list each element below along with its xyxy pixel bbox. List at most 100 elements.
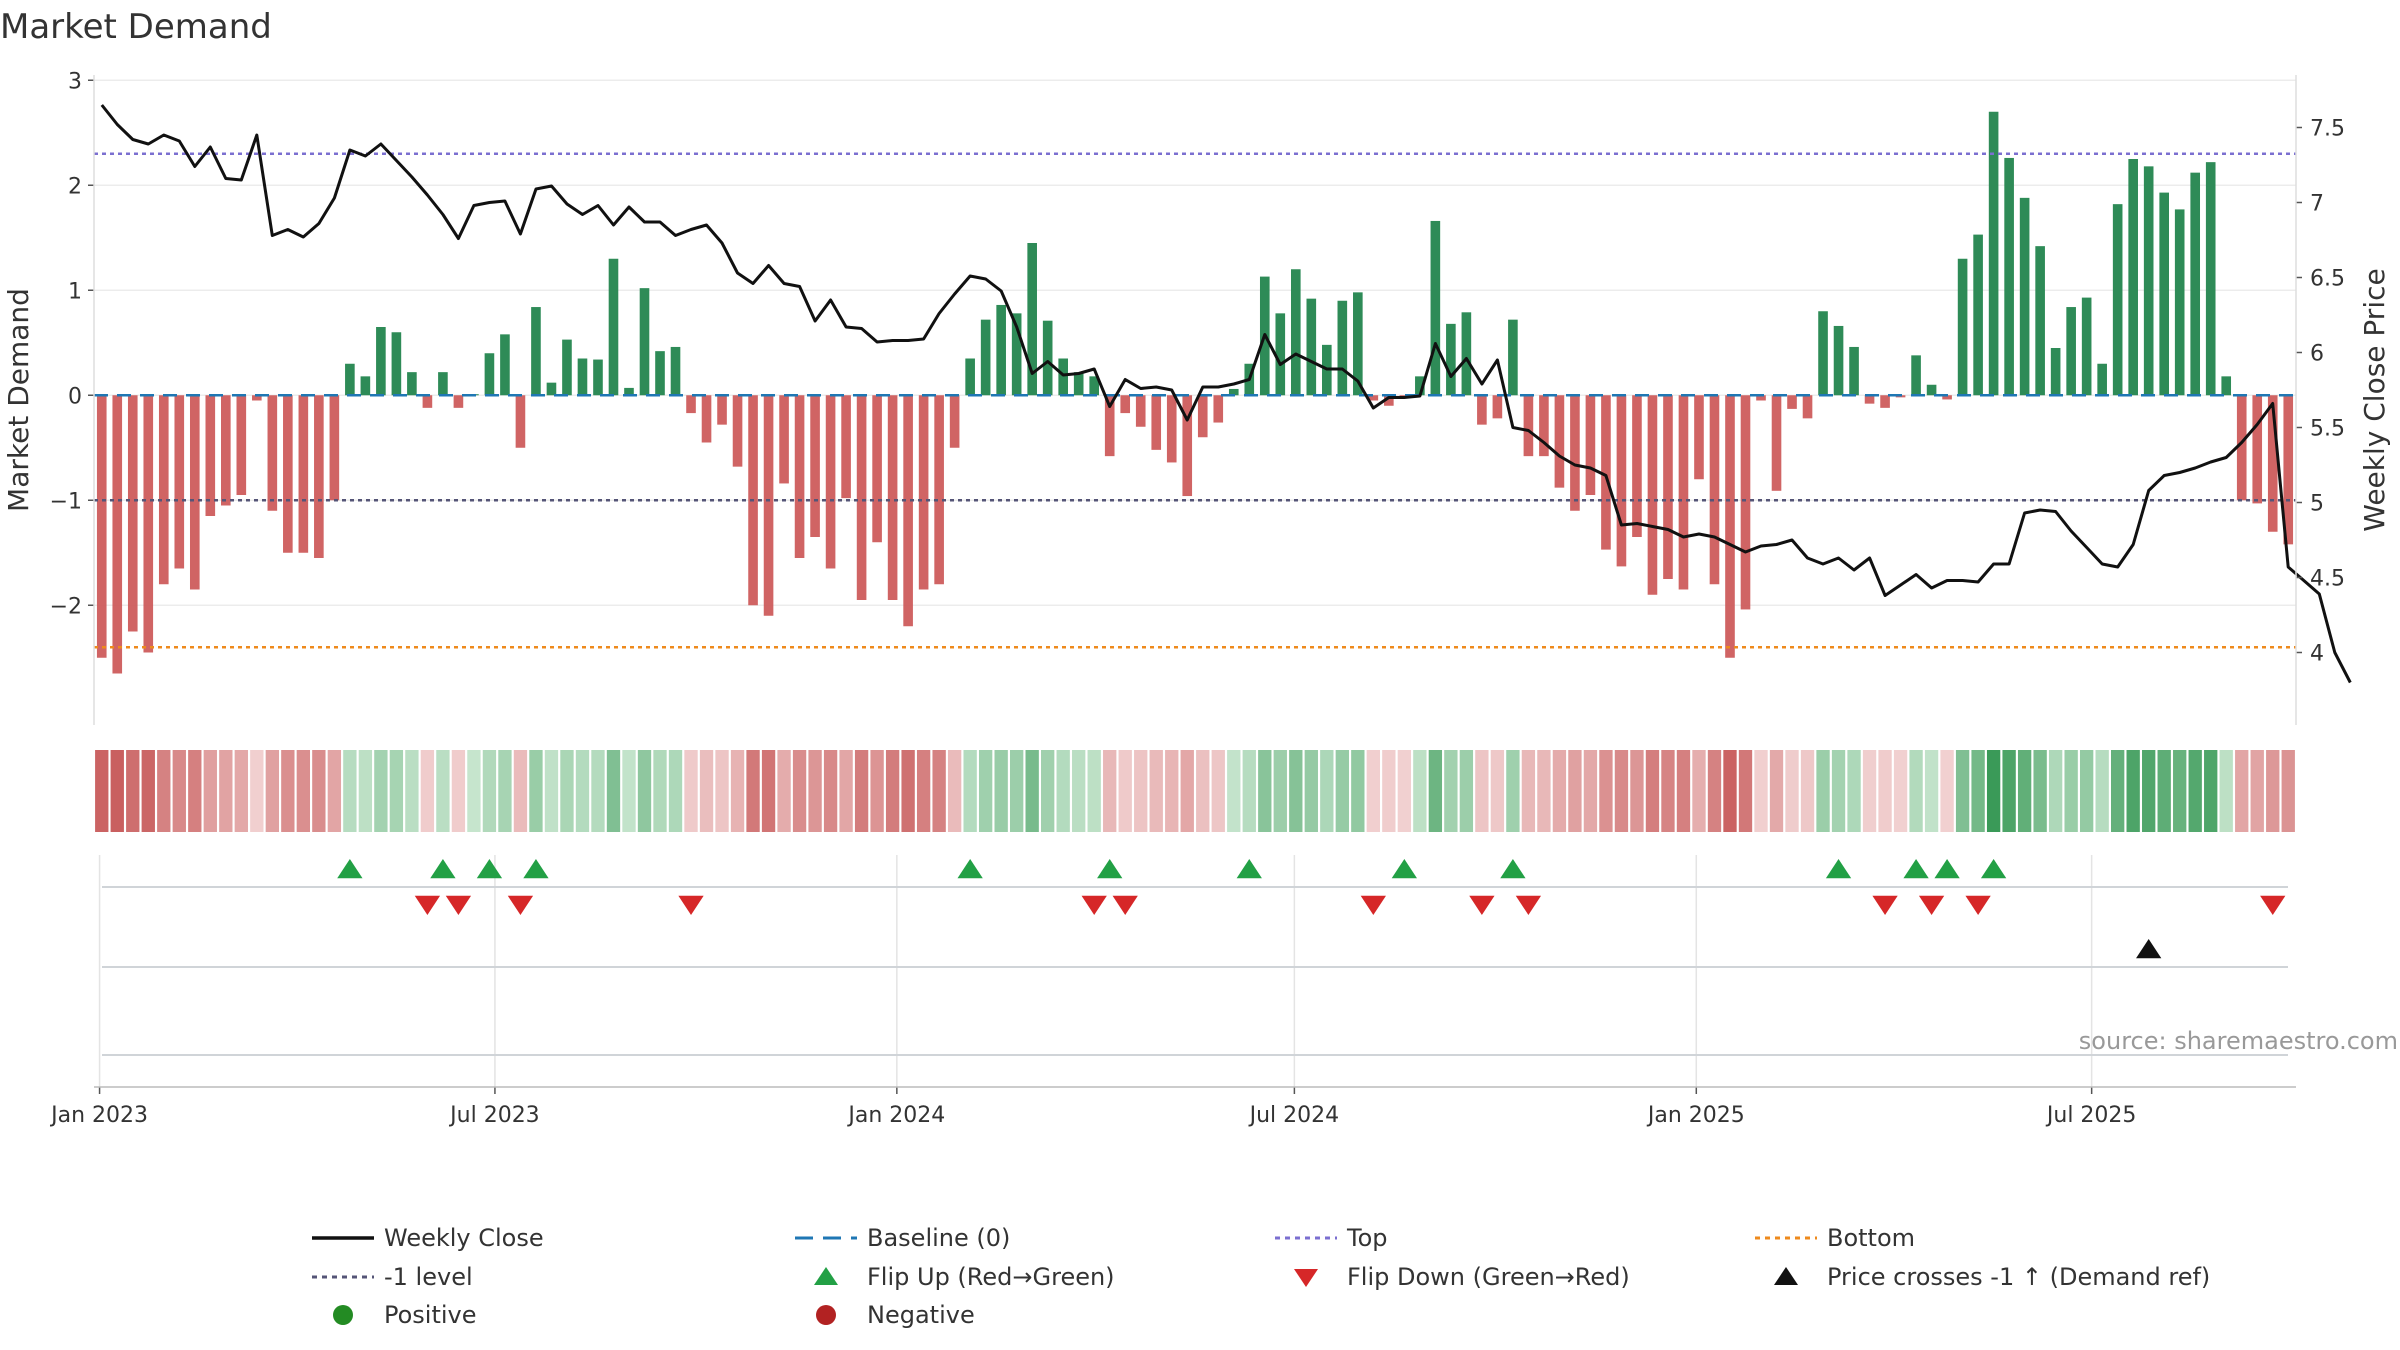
chart-legend: Weekly Close Baseline (0) Top Bottom -1 leve…: [312, 1224, 2210, 1329]
heat-cell: [715, 750, 729, 832]
y-tick-label-right: 5.5: [2310, 417, 2345, 442]
demand-bar-positive: [1461, 312, 1472, 396]
legend-item-top: Top: [1275, 1224, 1388, 1252]
y-tick-label-right: 4.5: [2310, 567, 2345, 592]
heat-cell: [823, 750, 838, 832]
heat-cell: [1366, 750, 1380, 832]
legend-swatch: [814, 1267, 838, 1285]
demand-bar-positive: [1027, 243, 1037, 396]
heat-cell: [932, 750, 946, 832]
heat-cell: [234, 750, 248, 832]
heat-cell: [761, 750, 776, 832]
demand-bar-negative: [2252, 395, 2263, 504]
demand-bar-negative: [2283, 395, 2294, 545]
heat-cell: [1382, 750, 1396, 832]
flip-down-marker: [1515, 895, 1542, 915]
heat-cell: [1738, 750, 1753, 832]
demand-bar-positive: [2004, 157, 2014, 396]
demand-bar-positive: [2128, 159, 2138, 396]
heat-cell: [172, 750, 186, 832]
heat-cell: [1506, 750, 1520, 832]
heat-cell: [1072, 750, 1086, 832]
demand-bar-negative: [314, 395, 324, 558]
heat-cell: [684, 750, 698, 832]
heat-cell: [2002, 750, 2016, 832]
y-axis-left-label: Market Demand: [2, 288, 35, 512]
heat-cell: [606, 750, 621, 832]
legend-label: Bottom: [1827, 1224, 1915, 1252]
flip-down-marker: [507, 895, 534, 915]
demand-bar-negative: [515, 395, 526, 448]
heat-cell: [653, 750, 667, 832]
demand-bar-positive: [360, 376, 371, 396]
demand-bar-positive: [1973, 234, 1983, 396]
demand-bar-negative: [1570, 395, 1580, 511]
demand-bar-negative: [1601, 395, 1611, 550]
heat-cell: [1289, 750, 1303, 832]
heat-cell: [885, 750, 900, 832]
heat-cell: [2048, 750, 2063, 832]
demand-bar-positive: [484, 353, 495, 396]
demand-bar-negative: [1166, 395, 1177, 463]
demand-bar-positive: [2143, 166, 2154, 396]
heat-cell: [1893, 750, 1908, 832]
heat-cell: [2266, 750, 2280, 832]
demand-bar-negative: [701, 395, 712, 443]
flip-down-marker: [445, 895, 472, 915]
heat-cell: [544, 750, 559, 832]
demand-bar-negative: [1477, 395, 1487, 425]
heat-cell: [1273, 750, 1287, 832]
demand-bar-negative: [1213, 395, 1224, 423]
demand-bar-positive: [1833, 325, 1844, 396]
demand-bar-positive: [639, 288, 650, 396]
heat-cell: [1692, 750, 1706, 832]
heat-cell: [436, 750, 450, 832]
demand-bar-positive: [1011, 313, 1022, 396]
demand-bar-positive: [2205, 162, 2216, 396]
y-tick-label-right: 6: [2310, 342, 2324, 367]
demand-bar-negative: [252, 395, 262, 401]
demand-bar-negative: [1104, 395, 1115, 457]
heat-cell: [1769, 750, 1784, 832]
demand-bar-negative: [1616, 395, 1627, 567]
demand-bar-negative: [949, 395, 960, 448]
demand-bar-positive: [438, 372, 448, 396]
heat-cell: [1661, 750, 1675, 832]
legend-label: Price crosses -1 ↑ (Demand ref): [1827, 1263, 2210, 1291]
heat-cell: [2250, 750, 2264, 832]
demand-bar-negative: [1756, 395, 1766, 401]
y-tick-label-right: 5: [2310, 492, 2324, 517]
demand-bar-positive: [1089, 376, 1100, 396]
heat-cell: [1847, 750, 1861, 832]
demand-bar-negative: [1523, 395, 1534, 457]
heat-cell: [560, 750, 574, 832]
y-tick-label-left: 2: [68, 174, 82, 199]
demand-bar-negative: [267, 395, 278, 511]
heat-cell: [1552, 750, 1567, 832]
heat-cell: [1227, 750, 1241, 832]
demand-bar-negative: [453, 395, 464, 408]
heat-cell: [1971, 750, 1985, 832]
demand-bar-negative: [1368, 395, 1379, 401]
demand-bar-negative: [329, 395, 340, 501]
demand-bar-negative: [1135, 395, 1146, 427]
demand-bar-positive: [2190, 172, 2201, 396]
heat-cell: [622, 750, 636, 832]
demand-bar-positive: [376, 327, 386, 396]
demand-bar-positive: [1275, 313, 1286, 396]
heat-cell: [1475, 750, 1489, 832]
heat-cell: [327, 750, 342, 832]
source-note: source: sharemaestro.com: [2079, 1027, 2398, 1055]
heat-cell: [188, 750, 202, 832]
heat-cell: [668, 750, 683, 832]
heat-cell: [777, 750, 791, 832]
demand-bar-negative: [779, 395, 789, 484]
heat-cell: [1816, 750, 1830, 832]
heat-cell: [1723, 750, 1737, 832]
demand-bar-positive: [670, 346, 681, 396]
legend-item-weekly-close: Weekly Close: [312, 1224, 544, 1252]
demand-bar-negative: [1864, 395, 1875, 404]
demand-bar-positive: [608, 258, 619, 396]
legend-swatch: [333, 1305, 353, 1325]
